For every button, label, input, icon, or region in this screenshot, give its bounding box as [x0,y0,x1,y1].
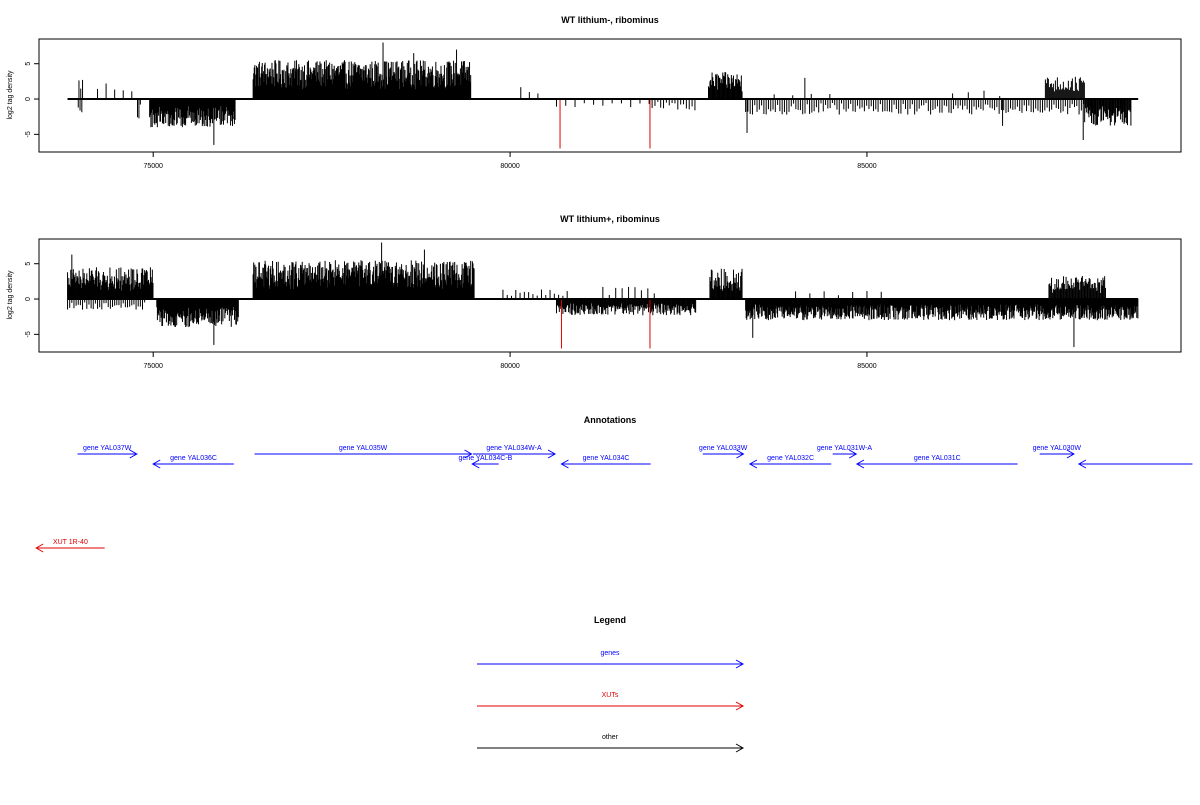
legend-item: genes [477,650,745,669]
annotation-feature: gene YAL036C [152,455,234,469]
annotation-feature [1077,459,1193,469]
feature-label: gene YAL032C [767,455,814,462]
annotation-feature: gene YAL031C [855,455,1018,469]
feature-label: XUT 1R-40 [53,539,88,546]
legend-item: other [477,734,745,753]
annotation-feature: gene YAL034C [560,455,651,469]
feature-label: gene YAL033W [699,445,748,452]
y-tick-label: -5 [25,331,32,337]
feature-label: gene YAL030W [1033,445,1082,452]
track-panel-lithium-minus: WT lithium-, ribominus log2 tag density … [7,15,1182,170]
x-tick-label: 75000 [143,163,163,170]
arrow-head [1066,449,1075,459]
panel-title: WT lithium-, ribominus [561,15,659,25]
bar-series-group [67,42,1139,149]
arrow-head [736,449,745,459]
feature-label: gene YAL034C-B [459,455,513,462]
feature-label: gene YAL034W-A [486,445,542,452]
feature-label: gene YAL031W-A [817,445,873,452]
plot-frame [38,38,1182,153]
legend: Legend genes XUTs other [477,615,745,753]
arrow-head [735,701,745,711]
arrow-head [152,459,161,469]
plot-frame [38,238,1182,353]
arrow-head [464,449,473,459]
feature-label: gene YAL035W [339,445,388,452]
arrow-head [748,459,758,469]
bar-series-group [67,242,1139,349]
annotation-feature: gene YAL034W-A [472,445,557,459]
x-tick-label: 85000 [857,163,877,170]
annotation-features: gene YAL037W gene YAL036C gene YAL035W gene… [35,445,1193,553]
legend-items: genes XUTs other [477,650,745,753]
y-tick-label: 5 [25,62,32,66]
x-tick-label: 80000 [500,163,520,170]
arrow-head [855,459,865,469]
y-tick-label: 5 [25,262,32,266]
feature-label: gene YAL036C [170,455,217,462]
annotation-feature: gene YAL035W [254,445,473,459]
annotation-feature: gene YAL030W [1033,445,1082,459]
arrow-head [35,543,44,553]
feature-label: gene YAL034C [583,455,630,462]
annotation-feature: gene YAL034C-B [459,455,513,469]
axes-group: 75000 80000 85000 -5 0 5 [25,62,877,170]
x-tick-label: 75000 [143,363,163,370]
annotation-feature: gene YAL031W-A [817,445,873,459]
legend-title: Legend [594,615,626,625]
arrow-head [547,449,557,459]
legend-label: XUTs [602,692,619,699]
x-tick-label: 80000 [500,363,520,370]
annotation-feature: gene YAL032C [748,455,832,469]
panel-title: WT lithium+, ribominus [560,214,660,224]
legend-item: XUTs [477,692,745,711]
y-tick-label: 0 [25,97,32,101]
annotation-feature: XUT 1R-40 [35,539,105,553]
arrow-head [129,449,138,459]
y-axis-label: log2 tag density [7,270,14,320]
y-axis-label: log2 tag density [7,70,14,120]
legend-label: other [602,734,619,741]
feature-label: gene YAL037W [83,445,132,452]
arrow-head [735,743,745,753]
arrow-head [848,449,858,459]
annotation-feature: gene YAL037W [77,445,138,459]
legend-label: genes [600,650,620,657]
annotation-feature: gene YAL033W [699,445,748,459]
y-tick-label: -5 [25,131,32,137]
arrow-head [560,459,569,469]
track-panel-lithium-plus: WT lithium+, ribominus log2 tag density … [7,214,1182,370]
axes-group: 75000 80000 85000 -5 0 5 [25,262,877,370]
arrow-head [735,659,745,669]
feature-label: gene YAL031C [914,455,961,462]
arrow-head [1077,459,1087,469]
y-tick-label: 0 [25,297,32,301]
x-tick-label: 85000 [857,363,877,370]
annotations-title: Annotations [584,415,637,425]
arrow-head [471,459,480,469]
